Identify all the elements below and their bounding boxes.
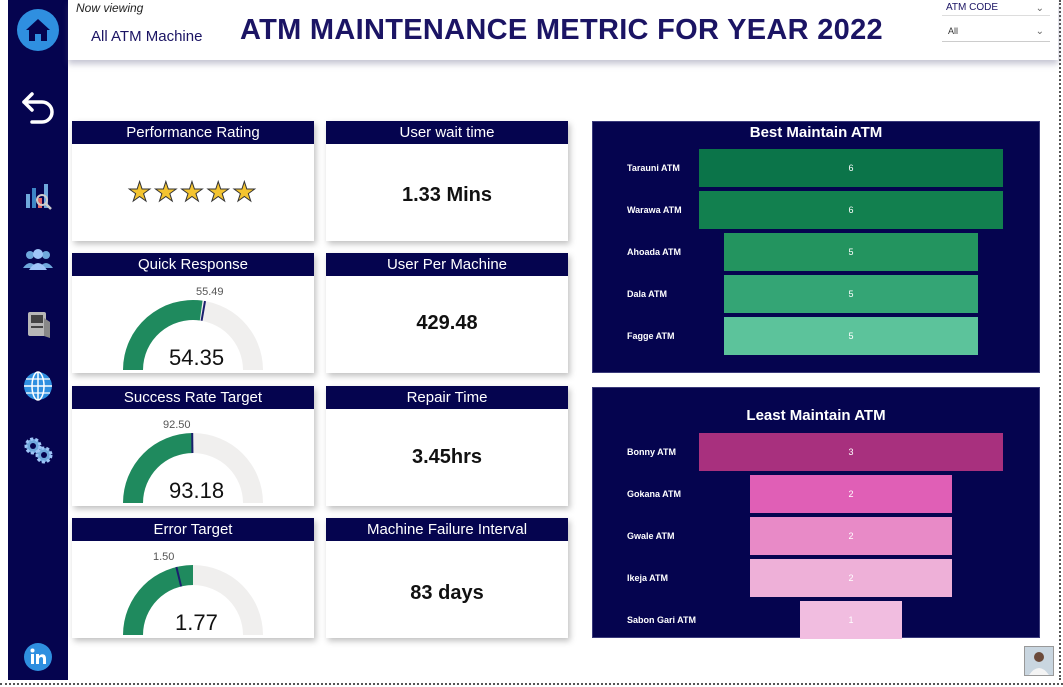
data-label: 2 bbox=[848, 531, 854, 541]
error-target-card: Error Target 1.50 1.77 bbox=[72, 518, 314, 638]
analytics-icon[interactable] bbox=[8, 180, 68, 212]
chart-bar[interactable]: 5 bbox=[724, 275, 978, 313]
data-label: 5 bbox=[848, 331, 854, 341]
card-title: Repair Time bbox=[326, 386, 568, 409]
repair-time-card: Repair Time 3.45hrs bbox=[326, 386, 568, 506]
category-label: Fagge ATM bbox=[627, 331, 675, 341]
gauge-target-marker bbox=[200, 300, 206, 321]
frame-border-bottom bbox=[0, 683, 1063, 685]
gauge-target-marker bbox=[175, 566, 183, 587]
kpi-value: 429.48 bbox=[416, 312, 478, 334]
chevron-down-icon[interactable]: ⌄ bbox=[1035, 26, 1044, 37]
gauge-fill bbox=[123, 300, 203, 370]
gauge-target-label: 92.50 bbox=[163, 419, 191, 431]
user-wait-time-card: User wait time 1.33 Mins bbox=[326, 121, 568, 241]
data-label: 5 bbox=[848, 247, 854, 257]
sidebar bbox=[8, 0, 68, 680]
avatar[interactable] bbox=[1024, 646, 1054, 676]
quick-response-gauge bbox=[123, 299, 263, 370]
card-title: User Per Machine bbox=[326, 253, 568, 276]
users-icon[interactable] bbox=[8, 246, 68, 274]
linkedin-icon[interactable] bbox=[8, 642, 68, 672]
card-title: Machine Failure Interval bbox=[326, 518, 568, 541]
chart-title: Best Maintain ATM bbox=[749, 124, 883, 141]
chart-bar[interactable]: 3 bbox=[699, 433, 1003, 471]
gauge-target-label: 55.49 bbox=[196, 286, 224, 298]
category-label: Gwale ATM bbox=[627, 531, 675, 541]
category-label: Gokana ATM bbox=[627, 489, 682, 499]
chart-bar[interactable]: 2 bbox=[749, 559, 953, 597]
machine-failure-interval-card: Machine Failure Interval 83 days bbox=[326, 518, 568, 638]
chart-bar[interactable]: 2 bbox=[749, 475, 953, 513]
chevron-down-icon[interactable]: ⌄ bbox=[1035, 3, 1044, 14]
category-label: Tarauni ATM bbox=[627, 163, 680, 173]
least-maintain-atm-chart: Least Maintain ATM Bonny ATM 3 Gokana ATM 2… bbox=[592, 387, 1040, 639]
atm-icon[interactable] bbox=[8, 308, 68, 340]
slicer-header[interactable]: ATM CODE ⌄ bbox=[942, 0, 1050, 16]
category-label: Dala ATM bbox=[627, 289, 668, 299]
chart-title: Least Maintain ATM bbox=[746, 407, 886, 424]
chart-bar[interactable]: 1 bbox=[800, 601, 902, 639]
gauge-fill bbox=[123, 565, 193, 635]
header: Now viewing All ATM Machine ATM MAINTENA… bbox=[68, 0, 1058, 60]
atm-code-slicer[interactable]: ATM CODE ⌄ All ⌄ bbox=[942, 0, 1050, 42]
chart-bar[interactable]: 5 bbox=[724, 317, 978, 355]
category-label: Sabon Gari ATM bbox=[627, 615, 697, 625]
card-title: Error Target bbox=[72, 518, 314, 541]
slicer-value: All bbox=[948, 26, 959, 36]
gauge-fill bbox=[123, 433, 193, 503]
success-rate-gauge bbox=[123, 432, 263, 503]
data-label: 3 bbox=[848, 447, 854, 457]
user-per-machine-card: User Per Machine 429.48 bbox=[326, 253, 568, 373]
settings-icon[interactable] bbox=[8, 434, 68, 466]
data-label: 2 bbox=[848, 573, 854, 583]
data-label: 1 bbox=[848, 615, 854, 625]
scope-label: All ATM Machine bbox=[91, 28, 203, 45]
kpi-value: 3.45hrs bbox=[411, 446, 483, 468]
data-label: 2 bbox=[848, 489, 854, 499]
slicer-label: ATM CODE bbox=[946, 2, 999, 13]
best-maintain-atm-chart: Best Maintain ATM Tarauni ATM 6 Warawa ATM… bbox=[592, 121, 1040, 373]
chart-bar[interactable]: 2 bbox=[749, 517, 953, 555]
card-title: User wait time bbox=[326, 121, 568, 144]
back-arrow-icon[interactable] bbox=[8, 86, 68, 130]
gauge-value: 1.77 bbox=[175, 610, 218, 635]
star-rating: ★★★★★ bbox=[127, 177, 259, 208]
chart-bar[interactable]: 6 bbox=[699, 149, 1003, 187]
card-title: Success Rate Target bbox=[72, 386, 314, 409]
page-title: ATM MAINTENANCE METRIC FOR YEAR 2022 bbox=[240, 14, 883, 46]
gauge-value: 54.35 bbox=[169, 345, 225, 370]
kpi-value: 83 days bbox=[410, 582, 484, 604]
now-viewing-label: Now viewing bbox=[76, 1, 144, 15]
performance-rating-card: Performance Rating ★★★★★ bbox=[72, 121, 314, 241]
quick-response-card: Quick Response 55.49 54.35 bbox=[72, 253, 314, 373]
data-label: 6 bbox=[848, 205, 854, 215]
error-target-gauge bbox=[123, 564, 263, 635]
card-title: Performance Rating bbox=[72, 121, 314, 144]
home-icon[interactable] bbox=[8, 8, 68, 52]
frame-border-right bbox=[1059, 0, 1061, 680]
kpi-value: 1.33 Mins bbox=[401, 184, 493, 206]
category-label: Ikeja ATM bbox=[627, 573, 669, 583]
card-title: Quick Response bbox=[72, 253, 314, 276]
category-label: Bonny ATM bbox=[627, 447, 676, 457]
data-label: 5 bbox=[848, 289, 854, 299]
gauge-target-label: 1.50 bbox=[153, 551, 175, 563]
data-label: 6 bbox=[848, 163, 854, 173]
success-rate-card: Success Rate Target 92.50 93.18 bbox=[72, 386, 314, 506]
slicer-dropdown[interactable]: All ⌄ bbox=[942, 20, 1050, 42]
category-label: Warawa ATM bbox=[627, 205, 682, 215]
gauge-value: 93.18 bbox=[169, 478, 225, 503]
category-label: Ahoada ATM bbox=[627, 247, 681, 257]
chart-bar[interactable]: 6 bbox=[699, 191, 1003, 229]
globe-icon[interactable] bbox=[8, 370, 68, 402]
chart-bar[interactable]: 5 bbox=[724, 233, 978, 271]
